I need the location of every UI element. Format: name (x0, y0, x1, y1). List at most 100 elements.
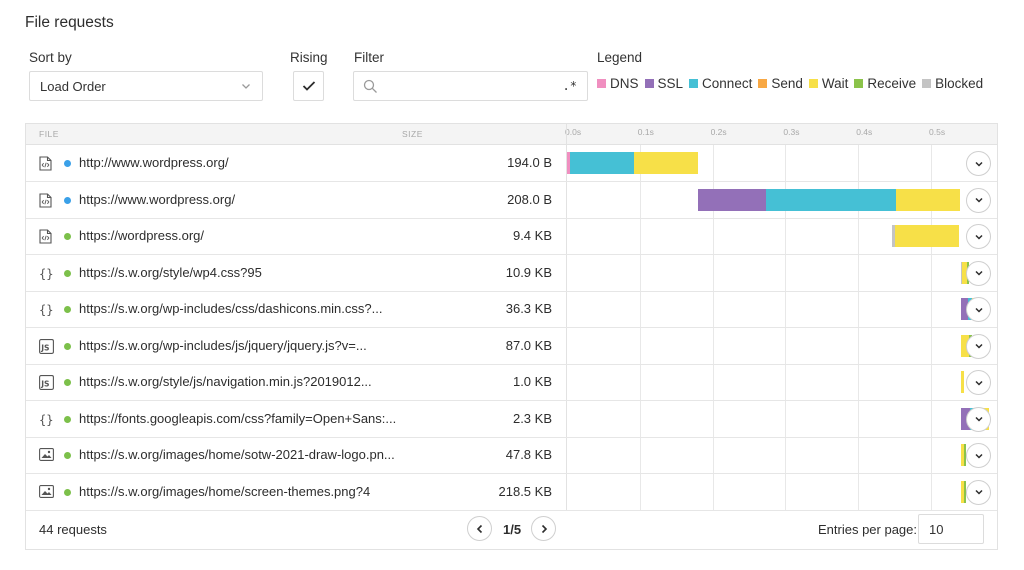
timing-bar-blocked (892, 225, 895, 247)
status-dot (64, 342, 71, 350)
legend-item-label: Connect (702, 76, 753, 91)
request-url[interactable]: https://s.w.org/style/wp4.css?95 (79, 264, 262, 280)
js-file-icon: JS (39, 338, 54, 359)
expand-row-button[interactable] (966, 224, 991, 249)
waterfall-track (567, 474, 997, 510)
waterfall-track (567, 182, 997, 218)
timeline-tick-label: 0.1s (637, 127, 654, 137)
request-url[interactable]: https://s.w.org/images/home/sotw-2021-dr… (79, 447, 395, 462)
rising-checkbox[interactable] (293, 71, 324, 101)
table-row[interactable]: JS https://s.w.org/wp-includes/js/jquery/… (26, 328, 997, 365)
chevron-down-icon (974, 343, 983, 349)
timing-bar-wait (896, 188, 961, 211)
timing-bar-receive (963, 444, 966, 466)
entries-per-page-label: Entries per page: (818, 522, 918, 537)
expand-row-button[interactable] (966, 443, 991, 468)
table-row[interactable]: JS https://s.w.org/style/js/navigation.mi… (26, 364, 997, 401)
css-file-icon: {} (39, 266, 53, 286)
expand-row-button[interactable] (966, 151, 991, 176)
status-dot (64, 196, 71, 204)
sort-by-select[interactable]: Load Order (29, 71, 263, 101)
timing-bar-ssl (960, 298, 969, 320)
request-url[interactable]: http://www.wordpress.org/ (79, 155, 229, 170)
timing-bar-receive (963, 480, 966, 503)
entries-per-page-value: 10 (929, 521, 944, 537)
legend-item-label: Receive (867, 76, 917, 91)
column-divider (566, 124, 567, 510)
regex-toggle[interactable]: .* (562, 79, 577, 93)
next-page-button[interactable] (531, 516, 556, 541)
table-row[interactable]: {} https://fonts.googleapis.com/css?famil… (26, 401, 997, 438)
legend-label: Legend (597, 50, 643, 65)
legend-item-label: Wait (821, 76, 849, 91)
status-dot (64, 306, 71, 313)
waterfall-track (567, 145, 997, 181)
svg-text:{}: {} (39, 413, 53, 427)
legend-item-label: DNS (610, 76, 639, 91)
html-file-icon (39, 192, 52, 213)
request-size: 218.5 KB (498, 483, 553, 499)
js-file-icon: JS (39, 375, 54, 395)
status-dot (64, 269, 71, 277)
legend-item-label: Blocked (935, 76, 984, 91)
table-row[interactable]: https://www.wordpress.org/208.0 B (26, 182, 997, 219)
column-header-size[interactable]: SIZE (402, 129, 423, 139)
chevron-down-icon (974, 197, 983, 203)
timing-bar-connect (765, 188, 897, 211)
sort-by-label: Sort by (29, 50, 72, 65)
request-url[interactable]: https://s.w.org/wp-includes/js/jquery/jq… (79, 337, 367, 353)
rising-label: Rising (290, 50, 328, 65)
timing-bar-wait (960, 371, 965, 393)
svg-text:JS: JS (40, 343, 49, 352)
expand-row-button[interactable] (966, 406, 991, 432)
expand-row-button[interactable] (966, 479, 991, 505)
file-requests-table: FILE SIZE 0.0s 0.1s 0.2s 0.3s 0.4s 0.5s http:… (25, 123, 998, 550)
chevron-down-icon (974, 453, 983, 459)
request-url[interactable]: https://fonts.googleapis.com/css?family=… (79, 410, 397, 426)
legend-item-ssl: SSL (644, 76, 683, 91)
request-size: 47.8 KB (505, 447, 552, 462)
waterfall-track (567, 437, 997, 473)
chevron-down-icon (974, 489, 983, 495)
request-url[interactable]: https://s.w.org/style/js/navigation.min.… (79, 374, 372, 389)
column-header-file[interactable]: FILE (39, 129, 59, 139)
legend-item-blocked: Blocked (922, 76, 983, 91)
legend-swatch (922, 79, 932, 88)
expand-row-button[interactable] (966, 187, 991, 213)
timeline-tick-label: 0.5s (929, 127, 946, 137)
waterfall-track (567, 291, 997, 327)
css-file-icon: {} (39, 412, 53, 432)
expand-row-button[interactable] (966, 260, 991, 286)
chevron-down-icon (974, 234, 983, 240)
legend-item-send: Send (758, 76, 803, 91)
request-size: 208.0 B (507, 191, 552, 207)
expand-row-button[interactable] (966, 370, 991, 395)
request-url[interactable]: https://www.wordpress.org/ (79, 191, 236, 207)
status-dot (64, 233, 71, 240)
timing-bar-wait (960, 480, 964, 503)
table-row[interactable]: https://s.w.org/images/home/screen-theme… (26, 474, 997, 511)
chevron-down-icon (974, 270, 983, 276)
sort-by-value: Load Order (40, 78, 106, 94)
previous-page-button[interactable] (467, 516, 492, 541)
chevron-down-icon (974, 161, 983, 167)
expand-row-button[interactable] (966, 297, 991, 322)
table-row[interactable]: {} https://s.w.org/style/wp4.css?95 10.9 K… (26, 255, 997, 292)
legend-item-dns: DNS (597, 76, 639, 91)
entries-per-page-input[interactable]: 10 (918, 514, 984, 544)
expand-row-button[interactable] (966, 333, 991, 359)
table-row[interactable]: {} https://s.w.org/wp-includes/css/dashic… (26, 291, 997, 328)
table-footer: 44 requests 1/5 Entries per page: 10 (26, 510, 997, 549)
table-row[interactable]: https://s.w.org/images/home/sotw-2021-dr… (26, 437, 997, 474)
status-dot (64, 452, 71, 459)
request-url[interactable]: https://wordpress.org/ (79, 228, 204, 243)
timing-bar-connect (569, 152, 634, 174)
table-row[interactable]: http://www.wordpress.org/194.0 B (26, 145, 997, 182)
request-url[interactable]: https://s.w.org/images/home/screen-theme… (79, 483, 371, 499)
checkmark-icon (302, 81, 315, 91)
filter-input[interactable]: .* (353, 71, 588, 101)
request-size: 87.0 KB (505, 337, 552, 353)
request-url[interactable]: https://s.w.org/wp-includes/css/dashicon… (79, 301, 383, 316)
table-row[interactable]: https://wordpress.org/9.4 KB (26, 218, 997, 255)
html-file-icon (39, 229, 52, 249)
